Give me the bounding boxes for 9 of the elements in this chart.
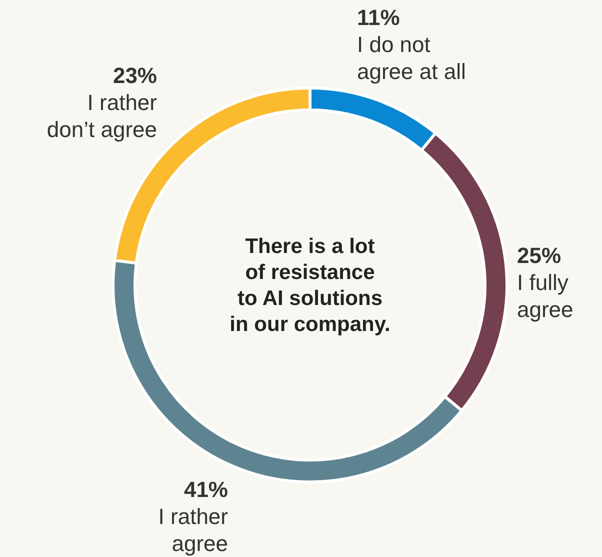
- slice-label: I rather don’t agree: [46, 90, 157, 142]
- data-label: 41%: [184, 477, 228, 502]
- data-label: 25%: [517, 243, 562, 268]
- data-label: 11%: [357, 5, 400, 30]
- slice-label: I rather agree: [158, 504, 228, 556]
- text: There is a lot of resistance to AI solutions in our company.: [230, 235, 390, 336]
- slice-label: I fully agree: [517, 270, 574, 322]
- slice-label: I do not agree at all: [357, 32, 466, 84]
- data-label: 23%: [112, 63, 157, 88]
